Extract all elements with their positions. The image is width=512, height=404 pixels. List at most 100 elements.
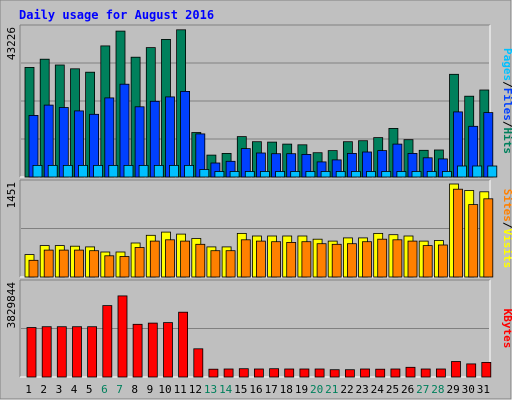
legend-entry: / [501, 222, 512, 229]
legend-entry: Pages [501, 48, 512, 81]
bar-kbytes-day-2 [41, 326, 52, 378]
legend-entry: Hits [501, 128, 512, 155]
x-tick-label-day-2: 2 [40, 383, 47, 396]
bar-pages-day-23 [366, 171, 376, 178]
x-tick-label-day-3: 3 [56, 383, 63, 396]
bar-kbytes-day-30 [466, 363, 477, 378]
bar-pages-day-12 [199, 169, 210, 178]
x-tick-label-day-25: 25 [386, 383, 399, 396]
bar-sites-day-20 [316, 243, 327, 278]
bar-kbytes-day-13 [208, 368, 219, 378]
x-tick-label-day-24: 24 [371, 383, 385, 396]
x-tick-label-day-16: 16 [249, 383, 262, 396]
bar-kbytes-day-21 [329, 369, 340, 378]
bar-pages-day-14 [229, 171, 240, 178]
bar-sites-day-3 [58, 249, 69, 278]
y-max-label: 3829844 [5, 282, 18, 329]
x-axis-labels: 1 2 3 4 5 6 7 8 9 10 11 12 13 14 15 16 17 18 19 20 21 22 23 24 2… [25, 383, 490, 396]
x-tick-label-day-17: 17 [265, 383, 278, 396]
x-tick-label-day-7: 7 [116, 383, 123, 396]
panel-visits-sites: 1451 Sites/Visits [5, 179, 512, 278]
bar-sites-day-29 [453, 188, 463, 278]
legend-hits-files-pages: Pages/Files/Hits [501, 48, 512, 154]
x-tick-label-day-22: 22 [340, 383, 353, 396]
x-tick-label-day-6: 6 [101, 383, 108, 396]
bar-kbytes-day-25 [390, 368, 401, 378]
x-tick-label-day-15: 15 [234, 383, 247, 396]
bar-pages-day-1 [32, 164, 43, 178]
bar-kbytes-day-9 [147, 322, 158, 378]
x-tick-label-day-10: 10 [158, 383, 171, 396]
bar-pages-day-30 [472, 165, 483, 178]
bar-sites-day-26 [407, 240, 418, 278]
x-tick-label-day-9: 9 [147, 383, 154, 396]
bar-pages-day-24 [381, 171, 392, 178]
bar-kbytes-day-26 [405, 366, 416, 378]
bar-pages-day-5 [93, 164, 103, 178]
bar-kbytes-day-23 [360, 368, 370, 378]
bar-pages-day-25 [396, 171, 407, 178]
bar-kbytes-day-7 [117, 295, 128, 378]
bar-sites-day-27 [422, 245, 433, 278]
x-tick-label-day-27: 27 [416, 383, 429, 396]
x-tick-label-day-8: 8 [131, 383, 138, 396]
bar-sites-day-28 [437, 244, 448, 278]
bar-kbytes-day-14 [223, 368, 234, 378]
bar-kbytes-day-11 [178, 311, 189, 378]
bar-sites-day-9 [149, 240, 160, 278]
bar-kbytes-day-24 [375, 368, 386, 378]
bar-files-day-7 [119, 83, 130, 178]
x-tick-label-day-23: 23 [355, 383, 368, 396]
bar-sites-day-12 [195, 243, 206, 278]
bar-kbytes-day-22 [344, 369, 355, 378]
x-tick-label-day-12: 12 [189, 383, 202, 396]
bar-sites-day-10 [165, 239, 175, 278]
bar-kbytes-day-15 [238, 368, 249, 378]
bar-pages-day-10 [169, 164, 179, 178]
bar-kbytes-day-6 [102, 305, 113, 378]
bar-pages-day-11 [184, 164, 195, 178]
bar-sites-day-21 [331, 243, 342, 278]
x-tick-label-day-14: 14 [219, 383, 233, 396]
x-tick-label-day-4: 4 [71, 383, 78, 396]
bar-sites-day-17 [271, 241, 282, 278]
bar-sites-day-11 [180, 240, 191, 278]
bar-pages-day-16 [259, 171, 270, 178]
legend-entry: Visits [501, 229, 512, 269]
bar-kbytes-day-20 [314, 368, 325, 378]
bar-sites-day-23 [362, 241, 372, 278]
x-tick-label-day-29: 29 [446, 383, 459, 396]
bar-pages-day-6 [108, 164, 119, 178]
y-max-label: 43226 [5, 27, 18, 60]
x-tick-label-day-11: 11 [174, 383, 187, 396]
bar-sites-day-7 [119, 256, 130, 278]
bar-kbytes-day-18 [284, 368, 295, 378]
bar-kbytes-day-4 [72, 326, 82, 378]
legend-entry: / [501, 81, 512, 88]
bar-sites-day-25 [392, 239, 403, 278]
bar-kbytes-day-17 [269, 368, 280, 378]
x-tick-label-day-28: 28 [431, 383, 444, 396]
bar-kbytes-day-16 [253, 368, 264, 378]
bar-kbytes-day-28 [435, 368, 446, 378]
bar-pages-day-26 [411, 171, 422, 178]
bar-kbytes-day-1 [26, 327, 37, 378]
x-tick-label-day-13: 13 [204, 383, 217, 396]
bar-kbytes-day-12 [193, 348, 204, 378]
bar-pages-day-22 [350, 171, 361, 178]
bar-pages-day-4 [78, 164, 88, 178]
bar-pages-day-27 [426, 171, 437, 178]
bar-sites-day-24 [377, 238, 388, 278]
bar-kbytes-day-8 [132, 323, 143, 378]
bar-kbytes-day-27 [420, 368, 431, 378]
bar-kbytes-day-3 [56, 326, 67, 378]
x-tick-label-day-21: 21 [325, 383, 338, 396]
bar-kbytes-day-29 [451, 361, 461, 378]
bar-pages-day-7 [123, 164, 134, 178]
legend-entry: / [501, 121, 512, 128]
bar-pages-day-2 [47, 164, 58, 178]
legend-entry: Sites [501, 189, 512, 222]
bar-sites-day-30 [468, 204, 479, 278]
